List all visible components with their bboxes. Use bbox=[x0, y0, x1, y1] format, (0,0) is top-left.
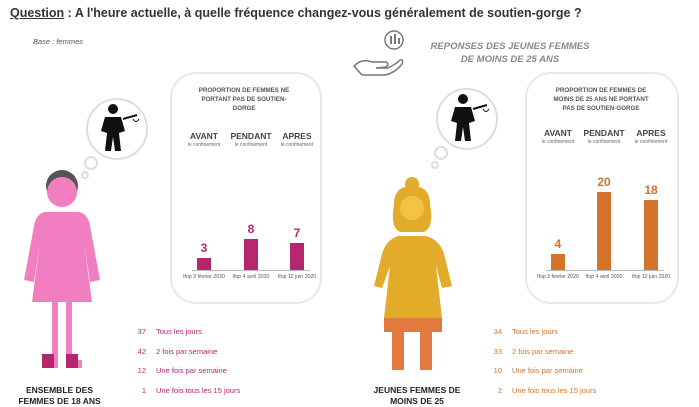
chart-left-bar-value: 8 bbox=[247, 221, 255, 236]
chart-right-bar-value: 20 bbox=[597, 175, 611, 189]
chart-left-phase-apres: APRES le confinement bbox=[280, 131, 314, 148]
frequency-right-value: 10 bbox=[493, 366, 502, 375]
chart-left-phase-pendant: PENDANT le confinement bbox=[230, 131, 272, 148]
chart-right-title: PROPORTION DE FEMMES DE MOINS DE 25 ANS … bbox=[553, 87, 649, 112]
chart-right-category-label: Ifop 3 février 2020 bbox=[537, 274, 579, 280]
frequency-left-value: 37 bbox=[137, 327, 146, 336]
chart-left-phase-avant: AVANT le confinement bbox=[187, 131, 221, 148]
frequency-left-value: 42 bbox=[137, 346, 146, 356]
young-women-title: REPONSES DES JEUNES FEMMES DE MOINS DE 2… bbox=[430, 41, 590, 65]
frequency-left-value: 12 bbox=[137, 366, 146, 375]
chart-right-category-label: Ifop 12 juin 2020 bbox=[631, 274, 671, 280]
frequency-right-value: 34 bbox=[493, 327, 502, 336]
frequency-right-label: Une fois par semaine bbox=[512, 366, 583, 375]
frequency-right-label: Une fois tous les 15 jours bbox=[512, 385, 597, 395]
chart-left-category-label: Ifop 4 avril 2020 bbox=[232, 274, 270, 280]
frequency-right-value: 33 bbox=[493, 346, 502, 356]
thought-bubble-left-icon bbox=[81, 98, 148, 179]
chart-left-title: PROPORTION DE FEMMES NE PORTANT PAS DE S… bbox=[198, 87, 290, 112]
hand-coin-icon bbox=[352, 30, 404, 76]
chart-left-bar bbox=[197, 258, 211, 270]
woman-figure-right bbox=[374, 177, 452, 370]
chart-right-bar bbox=[644, 199, 658, 270]
base-note: Base : femmes bbox=[33, 37, 84, 46]
chart-right-bar bbox=[597, 192, 611, 270]
chart-right-phase-apres: APRES le confinement bbox=[634, 128, 668, 145]
frequency-right-label: 2 fois par semaine bbox=[512, 346, 574, 356]
chart-right-phase-avant: AVANT le confinement bbox=[541, 128, 575, 145]
chart-right-axis-line bbox=[546, 270, 664, 271]
chart-left-bar bbox=[290, 242, 304, 270]
frequency-left-label: Tous les jours bbox=[156, 327, 202, 336]
population-label-left: ENSEMBLE DES FEMMES DE 18 ANS bbox=[18, 385, 101, 406]
chart-right-bar-value: 18 bbox=[644, 182, 658, 197]
chart-left-category-label: Ifop 12 juin 2020 bbox=[277, 274, 317, 280]
frequency-left-label: Une fois par semaine bbox=[156, 366, 227, 375]
chart-right-phase-pendant: PENDANT le confinement bbox=[583, 128, 625, 145]
question-title: Question : A l'heure actuelle, à quelle … bbox=[10, 6, 582, 20]
chart-left-category-label: Ifop 3 février 2020 bbox=[183, 274, 225, 280]
chart-right-bar-value: 4 bbox=[554, 237, 562, 252]
chart-left-bar bbox=[244, 238, 258, 270]
chart-left-bar-value: 3 bbox=[200, 241, 208, 256]
frequency-left-label: Une fois tous les 15 jours bbox=[156, 385, 241, 395]
question-label: Question bbox=[10, 6, 65, 20]
thought-bubble-right-icon bbox=[431, 88, 498, 169]
frequency-left-value: 1 bbox=[141, 385, 146, 395]
question-text: : A l'heure actuelle, à quelle fréquence… bbox=[64, 6, 582, 20]
frequency-right-label: Tous les jours bbox=[512, 327, 558, 336]
chart-left-bar-value: 7 bbox=[293, 225, 301, 240]
population-label-right: JEUNES FEMMES DE MOINS DE 25 bbox=[373, 385, 461, 406]
chart-left-axis-line bbox=[192, 270, 310, 271]
woman-figure-left bbox=[24, 170, 100, 368]
chart-right-bar bbox=[551, 254, 565, 270]
frequency-right-value: 2 bbox=[497, 385, 502, 395]
chart-right-category-label: Ifop 4 avril 2020 bbox=[585, 274, 623, 280]
frequency-left-label: 2 fois par semaine bbox=[156, 346, 218, 356]
